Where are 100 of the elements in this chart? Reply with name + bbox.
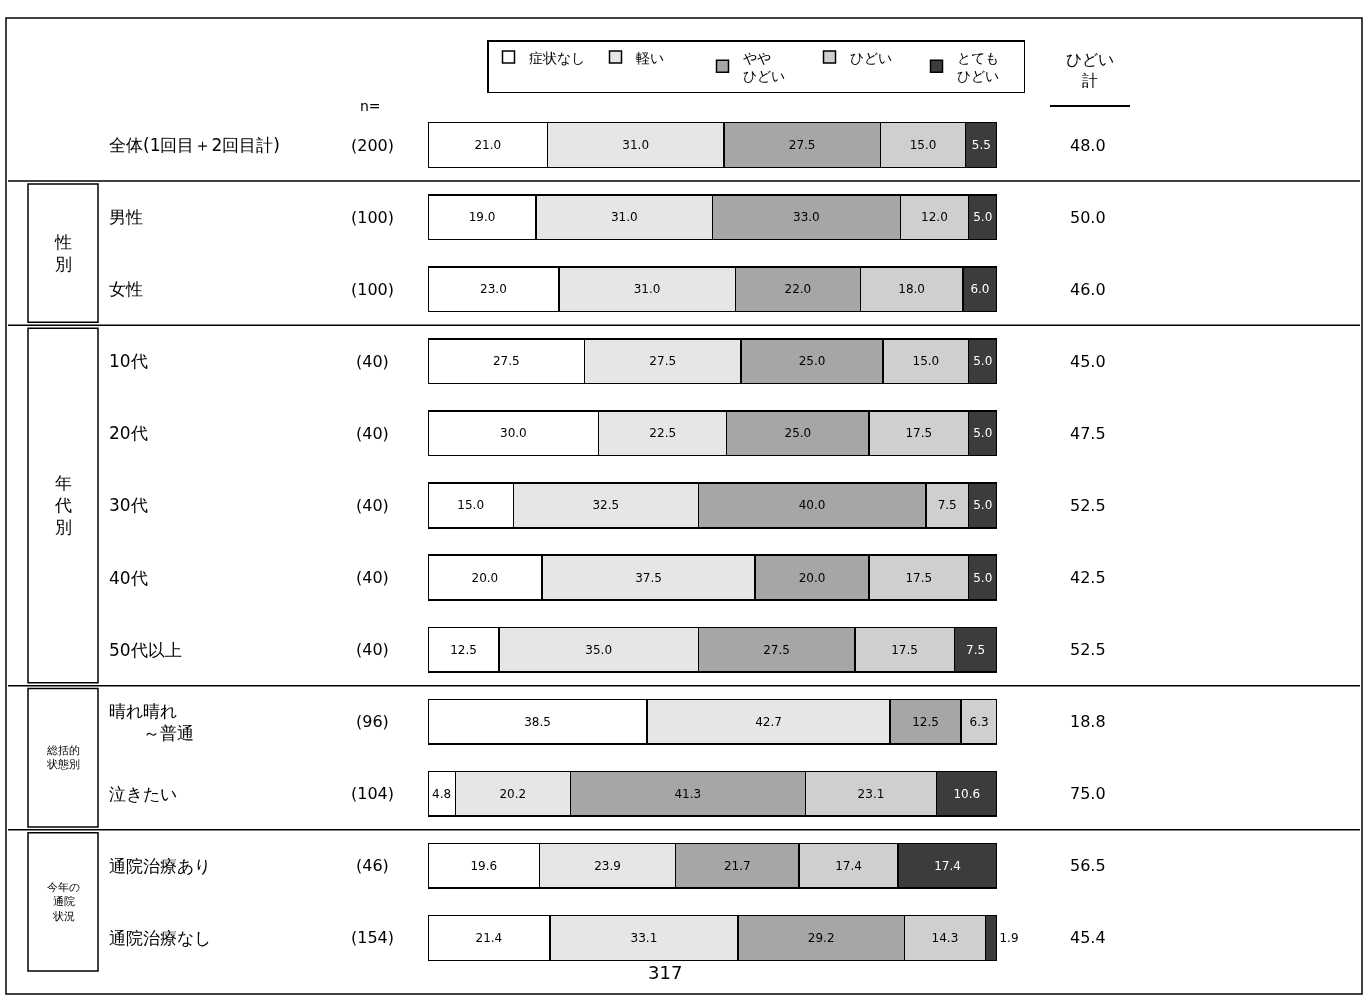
data-label: 27.5 [492,354,520,369]
data-label: 7.5 [937,498,957,513]
y-tick-label: 20代 [109,423,148,443]
y-tick-label: 10代 [109,351,148,371]
data-label: 23.9 [594,858,621,873]
y-tick-label: 50代以上 [109,640,182,660]
data-label: 14.3 [931,930,959,945]
data-label: 17.5 [891,642,918,657]
y-tick-label: 通院治療なし [109,928,211,948]
data-label: 5.0 [973,210,993,225]
text: (40) [356,424,389,443]
data-label: 29.2 [807,930,835,945]
text: (200) [351,136,395,155]
text: 50.0 [1070,208,1106,227]
data-label: 31.0 [622,138,650,153]
text: (154) [351,928,395,947]
text: 48.0 [1070,136,1106,155]
text: (100) [351,208,395,227]
text: 75.0 [1070,784,1106,803]
data-label: 33.1 [630,930,658,945]
data-label: 21.4 [475,930,503,945]
data-label: 1.9 [999,930,1019,945]
data-label: 20.0 [471,570,499,585]
y-tick-label: 40代 [109,568,148,588]
legend-label: 症状なし [528,49,585,66]
data-label: 20.0 [798,570,826,585]
text: 今年の通院状況 [47,881,80,923]
text: (96) [356,712,389,731]
data-label: 27.5 [763,642,790,657]
data-label: 12.5 [912,714,939,729]
y-tick-label: 男性 [109,207,143,227]
data-label: 6.0 [970,282,990,297]
data-label: 23.1 [857,786,885,801]
data-label: 15.0 [457,498,485,513]
data-label: 30.0 [499,426,527,441]
data-label: 5.5 [971,138,991,153]
data-label: 22.5 [649,426,677,441]
data-label: 21.0 [474,138,502,153]
data-label: 35.0 [585,642,613,657]
text: (104) [351,784,395,803]
data-label: 41.3 [674,786,702,801]
data-label: 33.0 [793,210,820,225]
y-tick-label: 30代 [109,495,148,515]
data-label: 32.5 [592,498,620,513]
data-label: 7.5 [966,642,986,657]
text: 52.5 [1070,640,1106,659]
text: 性別 [54,232,72,275]
data-label: 31.0 [610,210,638,225]
text: 52.5 [1070,496,1106,515]
data-label: 27.5 [788,138,816,153]
data-label: 22.0 [784,282,812,297]
legend-label: ややひどい [742,49,785,84]
data-label: 17.4 [835,858,862,873]
text: 45.4 [1070,928,1106,947]
data-label: 5.0 [973,498,993,513]
data-label: 6.3 [969,714,989,729]
data-label: 25.0 [798,354,826,369]
data-label: 15.0 [909,138,937,153]
y-tick-label: 晴れ晴れ～普通 [109,701,194,744]
data-label: 17.4 [934,858,961,873]
data-label: 10.6 [953,786,981,801]
data-label: 15.0 [912,354,940,369]
data-label: 12.5 [450,642,477,657]
data-label: 17.5 [905,426,933,441]
data-label: 21.7 [723,858,751,873]
legend-label: 軽い [635,49,664,66]
legend-label: ひどい [849,49,892,66]
y-tick-label: 全体(1回目＋2回目計) [109,135,280,155]
data-label: 40.0 [798,498,826,513]
text: (40) [356,352,389,371]
data-label: 5.0 [973,354,993,369]
data-label: 42.7 [755,714,782,729]
text: (40) [356,640,389,659]
data-label: 19.6 [470,858,498,873]
y-tick-label: 通院治療あり [109,856,211,876]
data-label: 17.5 [905,570,933,585]
legend-label: とてもひどい [956,49,999,84]
text: 56.5 [1070,856,1106,875]
data-label: 31.0 [633,282,661,297]
text: n= [360,98,381,114]
data-label: 12.0 [921,210,948,225]
data-label: 5.0 [973,426,993,441]
data-label: 19.0 [468,210,496,225]
annotation: 317 [648,962,683,983]
text: 46.0 [1070,280,1106,299]
text: 47.5 [1070,424,1106,443]
data-label: 4.8 [432,786,452,801]
text: 総括的状態別 [46,744,80,772]
text: 42.5 [1070,568,1106,587]
text: (100) [351,280,395,299]
data-label: 20.2 [499,786,527,801]
data-label: 23.0 [480,282,507,297]
text: (40) [356,496,389,515]
data-label: 37.5 [635,570,662,585]
data-label: 25.0 [784,426,812,441]
data-label: 27.5 [649,354,677,369]
text: (40) [356,568,389,587]
data-label: 38.5 [524,714,551,729]
text: 18.8 [1070,712,1106,731]
y-tick-label: 泣きたい [109,784,177,804]
